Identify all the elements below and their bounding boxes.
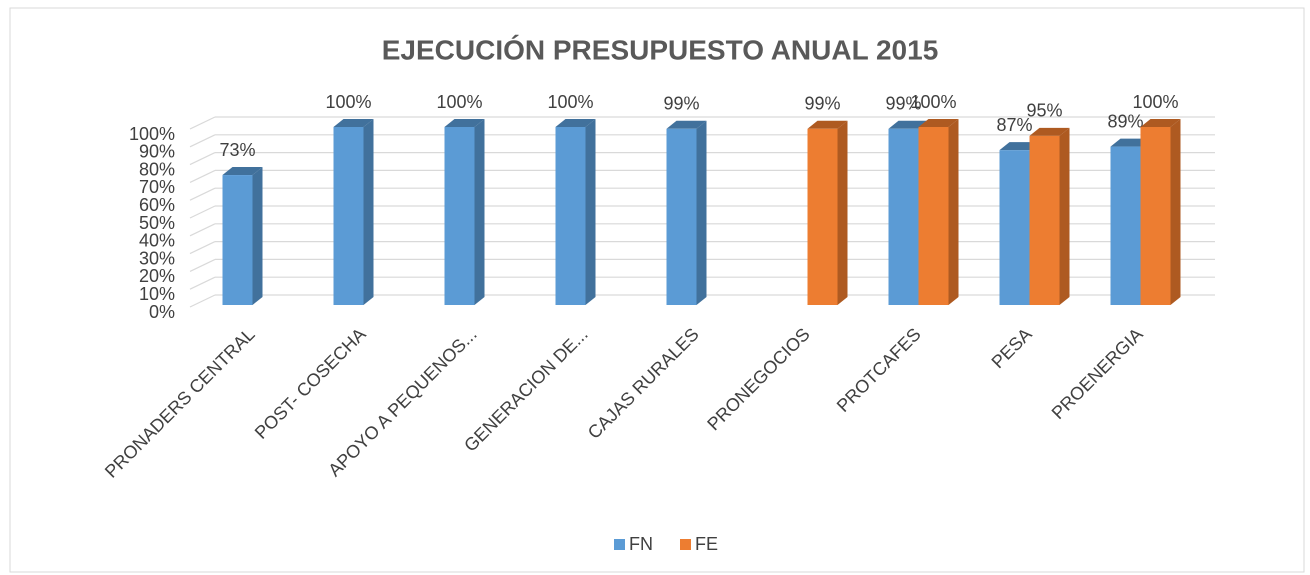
legend-label: FE	[695, 534, 718, 554]
data-label: 100%	[547, 92, 593, 112]
grid-line	[189, 152, 216, 166]
bar-side	[1059, 127, 1070, 306]
data-label: 100%	[1132, 92, 1178, 112]
data-label: 89%	[1107, 111, 1143, 131]
bar-side	[474, 119, 485, 305]
bar-side	[1170, 119, 1181, 305]
grid-line	[189, 169, 216, 183]
grid-line	[189, 205, 216, 219]
data-label: 100%	[325, 92, 371, 112]
bar	[222, 175, 253, 305]
bar-top	[888, 120, 929, 129]
y-tick-label: 40%	[139, 231, 175, 251]
y-tick-label: 70%	[139, 177, 175, 197]
data-label: 99%	[804, 94, 840, 114]
y-tick-label: 50%	[139, 213, 175, 233]
bar-top	[333, 119, 374, 127]
bar-side	[585, 119, 596, 305]
bar-side	[837, 120, 848, 305]
data-label: 100%	[436, 92, 482, 112]
bar-side	[696, 120, 707, 305]
bar-side	[948, 119, 959, 305]
grid-line	[189, 276, 216, 290]
chart-border	[9, 7, 1305, 573]
bar	[807, 128, 838, 305]
bar-top	[444, 119, 485, 127]
bar-top	[1140, 119, 1181, 127]
y-tick-label: 80%	[139, 159, 175, 179]
bar-top	[222, 167, 263, 176]
data-label: 95%	[1026, 101, 1062, 121]
bar	[1110, 146, 1141, 305]
bar	[918, 127, 949, 305]
y-tick-label: 100%	[129, 124, 175, 144]
data-label: 73%	[219, 140, 255, 160]
data-label: 99%	[663, 94, 699, 114]
grid-line	[189, 223, 216, 237]
bar	[1140, 127, 1171, 305]
bar-side	[363, 119, 374, 305]
bar	[333, 127, 364, 305]
data-label: 87%	[996, 115, 1032, 135]
data-label: 99%	[885, 94, 921, 114]
bar	[999, 150, 1030, 305]
bar-top	[918, 119, 959, 127]
bar-top	[555, 119, 596, 127]
data-label: 100%	[910, 92, 956, 112]
bar-top	[666, 120, 707, 129]
grid-line	[189, 294, 216, 308]
grid-line	[189, 241, 216, 255]
bar	[444, 127, 475, 305]
grid-line	[189, 134, 216, 148]
legend-swatch	[614, 539, 625, 550]
y-tick-label: 90%	[139, 142, 175, 162]
bar-top	[807, 120, 848, 129]
bar	[888, 128, 919, 305]
grid-line	[189, 187, 216, 201]
y-tick-label: 20%	[139, 266, 175, 286]
y-tick-label: 0%	[149, 302, 175, 322]
y-tick-label: 60%	[139, 195, 175, 215]
grid-line	[189, 116, 216, 130]
y-tick-label: 30%	[139, 248, 175, 268]
bar	[555, 127, 586, 305]
grid-line	[189, 258, 216, 272]
legend-swatch	[680, 539, 691, 550]
bar-top	[1029, 127, 1070, 136]
y-tick-label: 10%	[139, 284, 175, 304]
legend-label: FN	[629, 534, 653, 554]
bar	[666, 128, 697, 305]
bar-side	[252, 167, 263, 305]
bar	[1029, 135, 1060, 305]
chart-title: EJECUCIÓN PRESUPUESTO ANUAL 2015	[382, 34, 939, 65]
